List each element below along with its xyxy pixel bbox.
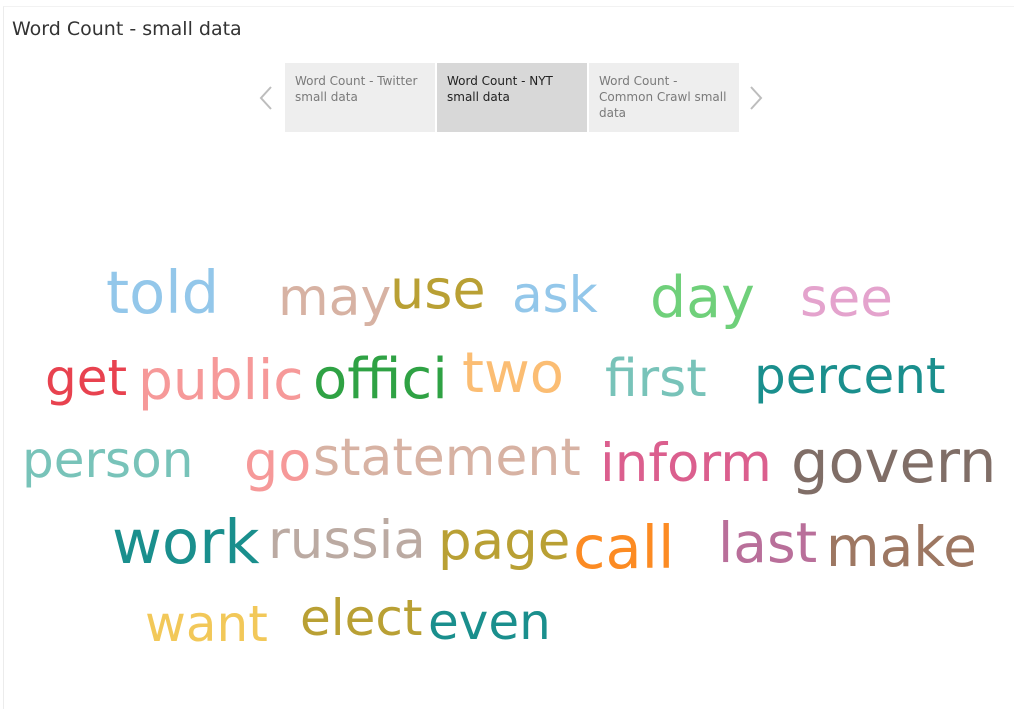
word-statement[interactable]: statement <box>313 428 581 488</box>
previous-tab-button[interactable] <box>255 84 279 112</box>
word-work[interactable]: work <box>112 507 260 578</box>
word-ask[interactable]: ask <box>512 266 598 324</box>
word-even[interactable]: even <box>428 593 551 651</box>
next-tab-button[interactable] <box>745 84 769 112</box>
chevron-left-icon <box>259 86 272 110</box>
word-see[interactable]: see <box>800 268 893 329</box>
word-told[interactable]: told <box>106 258 220 327</box>
word-want[interactable]: want <box>145 595 268 653</box>
word-get[interactable]: get <box>45 349 128 407</box>
word-offici[interactable]: offici <box>313 347 448 412</box>
word-use[interactable]: use <box>390 258 486 321</box>
word-page[interactable]: page <box>438 511 571 572</box>
word-govern[interactable]: govern <box>791 427 997 496</box>
word-go[interactable]: go <box>244 430 312 493</box>
dashboard-title: Word Count - small data <box>12 18 242 40</box>
word-russia[interactable]: russia <box>268 510 426 571</box>
word-inform[interactable]: inform <box>600 433 772 494</box>
word-make[interactable]: make <box>826 515 978 579</box>
word-may[interactable]: may <box>278 268 392 328</box>
word-last[interactable]: last <box>718 511 818 575</box>
word-public[interactable]: public <box>138 348 304 412</box>
word-two[interactable]: two <box>462 341 565 406</box>
word-person[interactable]: person <box>22 431 194 489</box>
chevron-right-icon <box>750 86 763 110</box>
word-day[interactable]: day <box>650 265 755 331</box>
dashboard-frame <box>3 6 1014 709</box>
tab-word-count-nyt[interactable]: Word Count - NYT small data <box>437 63 587 132</box>
word-percent[interactable]: percent <box>754 347 946 405</box>
word-elect[interactable]: elect <box>300 589 423 647</box>
word-call[interactable]: call <box>573 513 675 582</box>
tab-word-count-twitter[interactable]: Word Count - Twitter small data <box>285 63 435 132</box>
tab-word-count-common-crawl[interactable]: Word Count - Common Crawl small data <box>589 63 739 132</box>
word-first[interactable]: first <box>605 349 707 409</box>
